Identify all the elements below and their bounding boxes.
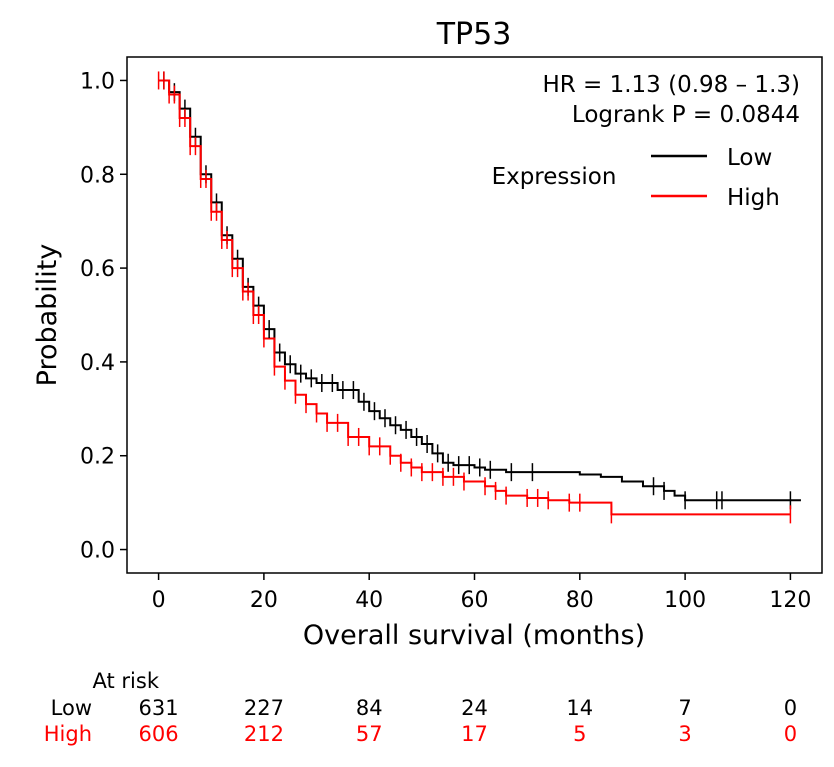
x-tick-label: 100 bbox=[664, 588, 706, 613]
at-risk-row-label: Low bbox=[51, 696, 92, 720]
at-risk-value: 57 bbox=[356, 722, 383, 746]
x-tick-label: 80 bbox=[566, 588, 594, 613]
y-axis: 0.0 0.2 0.4 0.6 0.8 1.0 bbox=[80, 69, 127, 564]
at-risk-title: At risk bbox=[93, 669, 160, 693]
y-tick-label: 0.8 bbox=[80, 163, 115, 188]
at-risk-value: 84 bbox=[356, 696, 383, 720]
at-risk-value: 24 bbox=[461, 696, 488, 720]
x-axis-label: Overall survival (months) bbox=[303, 620, 645, 651]
at-risk-value: 17 bbox=[461, 722, 488, 746]
y-tick-label: 0.0 bbox=[80, 539, 115, 564]
at-risk-table: At risk Low 631 227 84 24 14 7 0 High 606 212 57 17 5… bbox=[44, 669, 797, 746]
at-risk-value: 631 bbox=[139, 696, 179, 720]
at-risk-value: 606 bbox=[139, 722, 179, 746]
at-risk-value: 14 bbox=[566, 696, 593, 720]
x-tick-label: 40 bbox=[355, 588, 383, 613]
at-risk-value: 212 bbox=[244, 722, 284, 746]
at-risk-row-label: High bbox=[44, 722, 92, 746]
x-tick-label: 60 bbox=[461, 588, 489, 613]
hr-annotation: HR = 1.13 (0.98 – 1.3) bbox=[542, 72, 800, 98]
legend-label-high: High bbox=[727, 185, 780, 211]
at-risk-rows: Low 631 227 84 24 14 7 0 High 606 212 57 17 5 3 0 bbox=[44, 696, 797, 746]
legend-title: Expression bbox=[492, 164, 617, 190]
y-tick-label: 0.4 bbox=[80, 351, 115, 376]
at-risk-value: 5 bbox=[573, 722, 586, 746]
legend: Expression Low High bbox=[492, 145, 780, 211]
x-tick-label: 20 bbox=[250, 588, 278, 613]
legend-label-low: Low bbox=[727, 145, 772, 171]
at-risk-value: 7 bbox=[678, 696, 691, 720]
at-risk-value: 227 bbox=[244, 696, 284, 720]
x-tick-label: 120 bbox=[769, 588, 811, 613]
x-tick-label: 0 bbox=[152, 588, 166, 613]
chart-title: TP53 bbox=[436, 17, 512, 52]
censor-marks bbox=[157, 71, 792, 524]
x-axis: 0 20 40 60 80 100 120 bbox=[152, 573, 811, 613]
y-tick-label: 1.0 bbox=[80, 69, 115, 94]
y-axis-label: Probability bbox=[32, 244, 63, 387]
at-risk-value: 3 bbox=[678, 722, 691, 746]
at-risk-value: 0 bbox=[784, 722, 797, 746]
y-tick-label: 0.6 bbox=[80, 257, 115, 282]
at-risk-value: 0 bbox=[784, 696, 797, 720]
y-tick-label: 0.2 bbox=[80, 445, 115, 470]
logrank-annotation: Logrank P = 0.0844 bbox=[572, 102, 800, 128]
